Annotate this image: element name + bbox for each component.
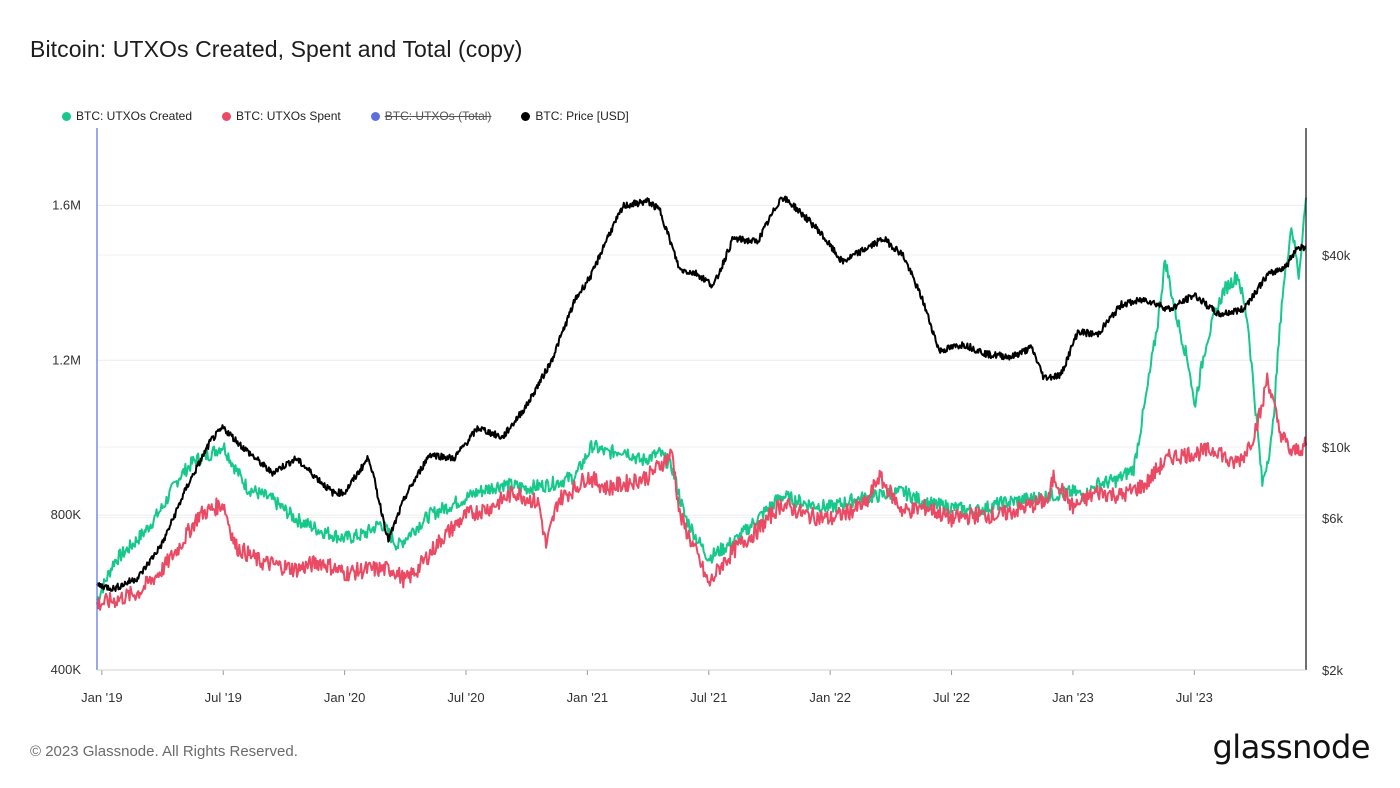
chart-title: Bitcoin: UTXOs Created, Spent and Total … bbox=[30, 36, 523, 62]
legend-dot-price bbox=[521, 111, 531, 121]
legend-label-spent: BTC: UTXOs Spent bbox=[236, 109, 341, 123]
series-price bbox=[96, 195, 1307, 592]
legend-item-utxos-spent[interactable]: BTC: UTXOs Spent bbox=[222, 109, 341, 123]
x-tick-label: Jan '20 bbox=[324, 690, 366, 705]
x-tick-label: Jul '23 bbox=[1176, 690, 1213, 705]
y-right-tick-label: $6k bbox=[1322, 511, 1343, 526]
legend-dot-spent bbox=[222, 111, 232, 121]
x-tick-label: Jul '21 bbox=[690, 690, 727, 705]
y-right-tick-label: $40k bbox=[1322, 248, 1351, 263]
series-utxos-created bbox=[96, 197, 1307, 603]
legend: BTC: UTXOs Created BTC: UTXOs Spent BTC:… bbox=[62, 109, 629, 123]
y-left-tick-label: 1.2M bbox=[52, 352, 81, 367]
x-tick-label: Jan '19 bbox=[81, 690, 123, 705]
y-right-tick-label: $2k bbox=[1322, 663, 1343, 678]
series-lines bbox=[96, 195, 1307, 611]
legend-item-utxos-created[interactable]: BTC: UTXOs Created bbox=[62, 109, 192, 123]
y-left-tick-label: 800K bbox=[51, 507, 82, 522]
legend-label-price: BTC: Price [USD] bbox=[535, 109, 629, 123]
x-tick-label: Jul '20 bbox=[447, 690, 484, 705]
legend-label-total: BTC: UTXOs (Total) bbox=[384, 109, 492, 123]
x-tick-label: Jan '22 bbox=[809, 690, 851, 705]
x-tick-label: Jul '19 bbox=[205, 690, 242, 705]
legend-dot-total bbox=[370, 111, 380, 121]
y-axis-left: 400K 800K 1.2M 1.6M bbox=[51, 197, 82, 677]
y-axis-right: $2k $6k $10k $40k bbox=[1322, 248, 1351, 678]
legend-item-utxos-total[interactable]: BTC: UTXOs (Total) bbox=[370, 109, 492, 123]
x-tick-label: Jan '23 bbox=[1052, 690, 1094, 705]
legend-label-created: BTC: UTXOs Created bbox=[76, 109, 193, 123]
x-tick-label: Jul '22 bbox=[933, 690, 970, 705]
y-left-tick-label: 1.6M bbox=[52, 197, 81, 212]
y-right-tick-label: $10k bbox=[1322, 440, 1351, 455]
y-left-tick-label: 400K bbox=[51, 662, 82, 677]
legend-item-price[interactable]: BTC: Price [USD] bbox=[521, 109, 629, 123]
plot-frame bbox=[96, 128, 1307, 671]
series-utxos-spent bbox=[96, 372, 1307, 611]
legend-dot-created bbox=[62, 111, 71, 121]
x-tick-label: Jan '21 bbox=[567, 690, 609, 705]
x-axis: Jan '19 Jul '19 Jan '20 Jul '20 Jan '21 Jul '… bbox=[81, 670, 1213, 705]
copyright-footer: © 2023 Glassnode. All Rights Reserved. bbox=[30, 743, 298, 760]
glassnode-logo[interactable]: glassnode bbox=[1212, 728, 1370, 766]
